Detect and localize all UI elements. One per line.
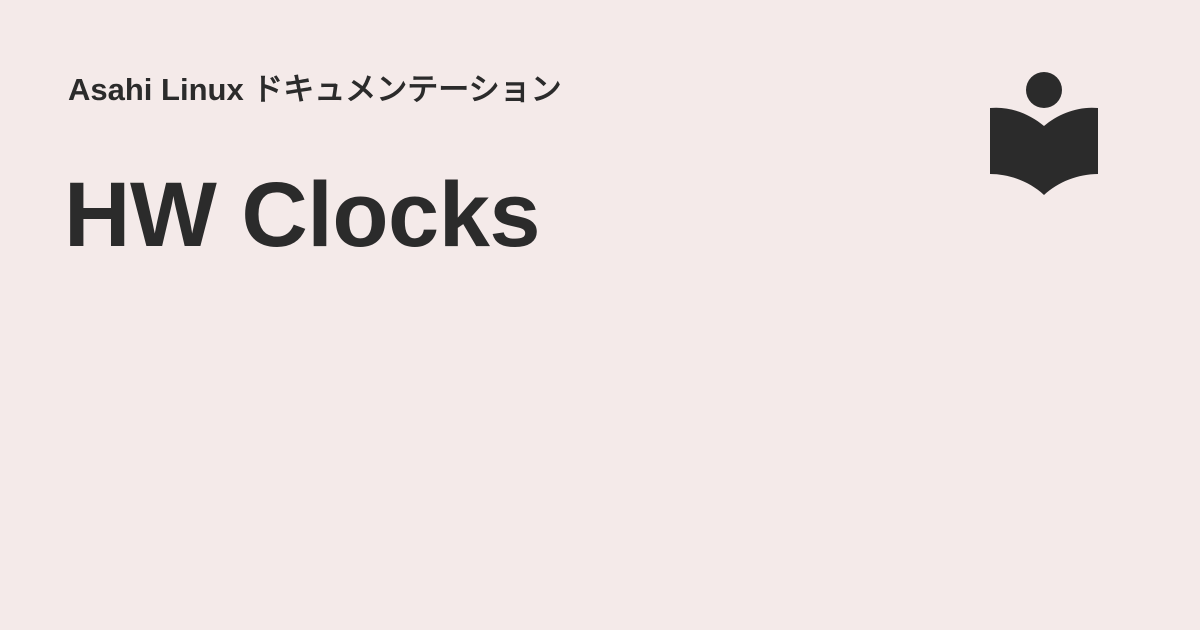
site-name: Asahi Linux ドキュメンテーション [68,72,562,107]
page-title: HW Clocks [64,164,541,266]
book-reader-icon [986,68,1102,200]
